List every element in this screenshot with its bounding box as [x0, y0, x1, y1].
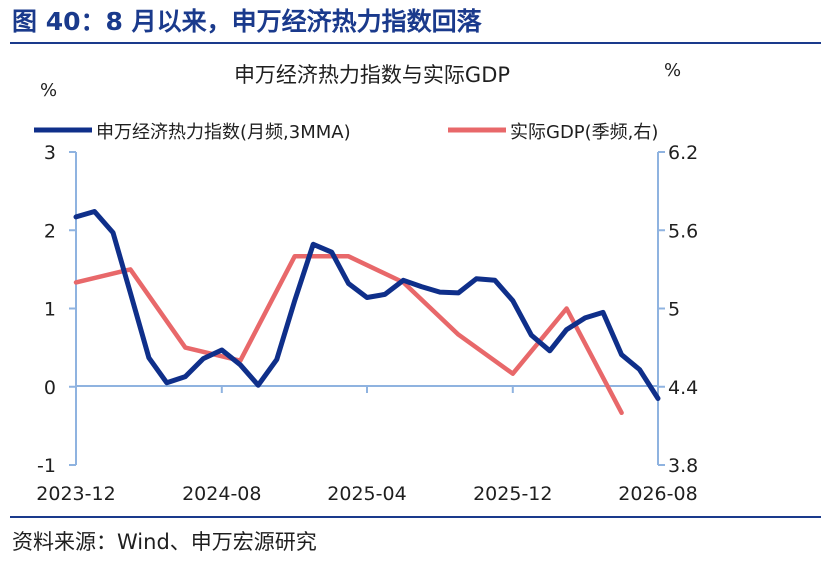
x-tick-label: 2025-04: [327, 483, 406, 505]
left-tick-label: 1: [44, 299, 56, 321]
source-rule: [10, 516, 821, 518]
figure-title: 图 40：8 月以来，申万经济热力指数回落: [12, 7, 482, 36]
left-tick-label: 3: [44, 142, 56, 164]
series-line-heat-index: [73, 209, 661, 401]
x-tick-label: 2024-08: [182, 483, 261, 505]
right-axis-unit: %: [664, 60, 681, 81]
legend: 申万经济热力指数(月频,3MMA) 实际GDP(季频,右): [34, 122, 658, 143]
x-tick-label: 2023-12: [36, 483, 115, 505]
legend-label-gdp: 实际GDP(季频,右): [510, 122, 658, 143]
chart-title: 申万经济热力指数与实际GDP: [234, 63, 510, 87]
right-tick-label: 5: [668, 299, 680, 321]
x-tick-label: 2025-12: [473, 483, 552, 505]
right-tick-label: 5.6: [668, 220, 698, 242]
source-note: 资料来源：Wind、申万宏源研究: [12, 530, 317, 554]
title-rule: [10, 42, 821, 44]
left-tick-label: -1: [37, 455, 56, 477]
left-axis-unit: %: [40, 80, 57, 101]
left-tick-label: 0: [44, 377, 56, 399]
right-tick-label: 4.4: [668, 377, 698, 399]
left-tick-label: 2: [44, 220, 56, 242]
right-tick-label: 3.8: [668, 455, 698, 477]
legend-label-heat-index: 申万经济热力指数(月频,3MMA): [96, 122, 351, 143]
series-line-gdp: [73, 254, 624, 416]
right-tick-label: 6.2: [668, 142, 698, 164]
axes: -1 0 1 2 3 3.8 4.4 5 5.6 6.2 2023-12 2024-08 2025-04…: [36, 142, 698, 505]
x-tick-label: 2026-08: [618, 483, 697, 505]
plot-area: [73, 209, 661, 416]
